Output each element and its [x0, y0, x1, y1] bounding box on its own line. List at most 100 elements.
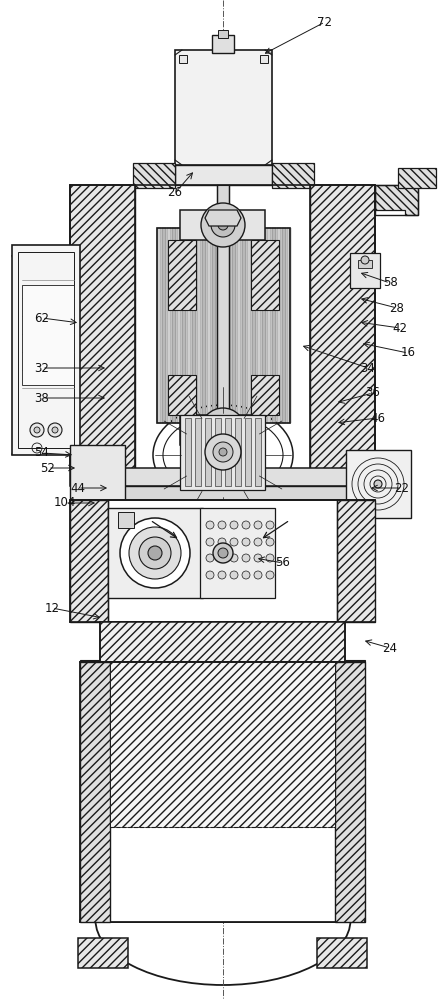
Bar [85, 486, 360, 501]
Polygon shape [140, 165, 175, 185]
Text: 56: 56 [276, 556, 290, 570]
Text: 36: 36 [366, 386, 380, 399]
Circle shape [139, 537, 171, 569]
Bar [310, 185, 375, 470]
Circle shape [30, 423, 44, 437]
Bar [277, 228, 281, 423]
Circle shape [218, 220, 228, 230]
Bar [162, 228, 166, 423]
Bar [282, 228, 286, 423]
Bar [182, 228, 186, 423]
Bar [217, 185, 229, 470]
Circle shape [206, 571, 214, 579]
Circle shape [242, 554, 250, 562]
Bar [179, 55, 187, 63]
Circle shape [218, 548, 228, 558]
Bar [18, 252, 74, 448]
Circle shape [206, 521, 214, 529]
Bar [70, 185, 135, 470]
Circle shape [34, 427, 40, 433]
Circle shape [254, 571, 262, 579]
Text: 26: 26 [168, 186, 182, 200]
Text: 16: 16 [401, 347, 416, 360]
Circle shape [254, 538, 262, 546]
Bar [180, 210, 265, 240]
Bar [185, 418, 191, 486]
Bar [78, 938, 128, 968]
Bar [212, 35, 234, 53]
Bar [222, 228, 226, 423]
Bar [251, 375, 279, 415]
Bar [350, 253, 380, 288]
Bar [358, 260, 372, 268]
Circle shape [361, 256, 369, 264]
Bar [212, 228, 216, 423]
Bar [108, 508, 203, 598]
Text: 52: 52 [41, 462, 55, 475]
Polygon shape [80, 660, 100, 662]
Bar [110, 662, 335, 922]
Text: 38: 38 [35, 391, 50, 404]
Circle shape [230, 554, 238, 562]
Bar [215, 418, 221, 486]
Bar [227, 228, 231, 423]
Circle shape [120, 518, 190, 588]
Text: 32: 32 [34, 361, 50, 374]
Text: 54: 54 [34, 446, 50, 460]
Text: 34: 34 [360, 361, 376, 374]
Circle shape [218, 571, 226, 579]
Bar [22, 285, 74, 385]
Circle shape [218, 521, 226, 529]
Bar [398, 168, 436, 188]
Bar [168, 375, 196, 415]
Bar [197, 228, 201, 423]
Circle shape [52, 427, 58, 433]
Circle shape [213, 543, 233, 563]
Bar [167, 228, 171, 423]
Bar [335, 662, 365, 922]
Circle shape [148, 546, 162, 560]
Bar [168, 240, 196, 310]
Bar [287, 228, 291, 423]
Bar [245, 418, 251, 486]
Bar [157, 228, 161, 423]
Text: 44: 44 [70, 482, 86, 494]
Bar [187, 228, 191, 423]
Bar [118, 512, 134, 528]
Circle shape [242, 521, 250, 529]
Bar [133, 163, 175, 188]
Bar [177, 228, 181, 423]
Bar [317, 938, 367, 968]
Circle shape [129, 527, 181, 579]
Polygon shape [345, 660, 365, 662]
Bar [70, 500, 375, 622]
Bar [346, 450, 411, 518]
Circle shape [206, 538, 214, 546]
Bar [100, 622, 345, 662]
Bar [180, 415, 265, 445]
Circle shape [206, 554, 214, 562]
Polygon shape [205, 210, 241, 226]
Bar [217, 228, 221, 423]
Text: 24: 24 [383, 642, 397, 654]
Circle shape [254, 521, 262, 529]
Bar [70, 468, 375, 486]
Bar [80, 662, 110, 922]
Text: 46: 46 [371, 412, 385, 424]
Bar [247, 228, 251, 423]
Bar [175, 165, 272, 185]
Bar [267, 228, 271, 423]
Circle shape [230, 571, 238, 579]
Bar [257, 228, 261, 423]
Bar [255, 418, 261, 486]
Bar [207, 228, 211, 423]
Circle shape [219, 448, 227, 456]
Bar [317, 938, 367, 968]
Circle shape [218, 554, 226, 562]
Circle shape [266, 521, 274, 529]
Circle shape [201, 203, 245, 247]
Text: 72: 72 [318, 15, 333, 28]
Circle shape [211, 418, 235, 442]
Text: 62: 62 [34, 312, 50, 324]
Bar [218, 30, 228, 38]
